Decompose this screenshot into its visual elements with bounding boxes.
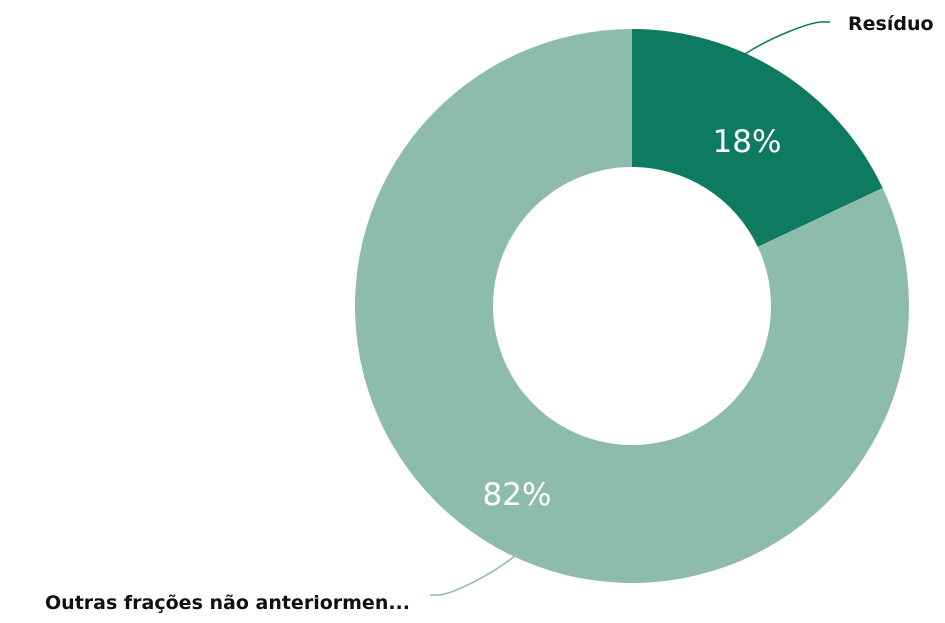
- slices-layer: [354, 29, 909, 583]
- labels-layer: 18% Resíduo 82% Outras frações não anterior…: [45, 13, 934, 614]
- slice-percentage-label: 18%: [713, 124, 782, 160]
- leader-lines-layer: [430, 21, 830, 596]
- slice-percentage-label: 82%: [483, 477, 552, 513]
- leader-line-residuo: [743, 21, 830, 56]
- slice-label-outras-fracoes-nao-anteriormen: Outras frações não anteriormen...: [45, 592, 410, 614]
- slice-label-residuo: Resíduo: [848, 13, 934, 35]
- leader-line-outras-fracoes-nao-anteriormen: [430, 554, 517, 596]
- slice-outras-fracoes-nao-anteriormen: [354, 29, 909, 583]
- slice-residuo: [632, 29, 883, 247]
